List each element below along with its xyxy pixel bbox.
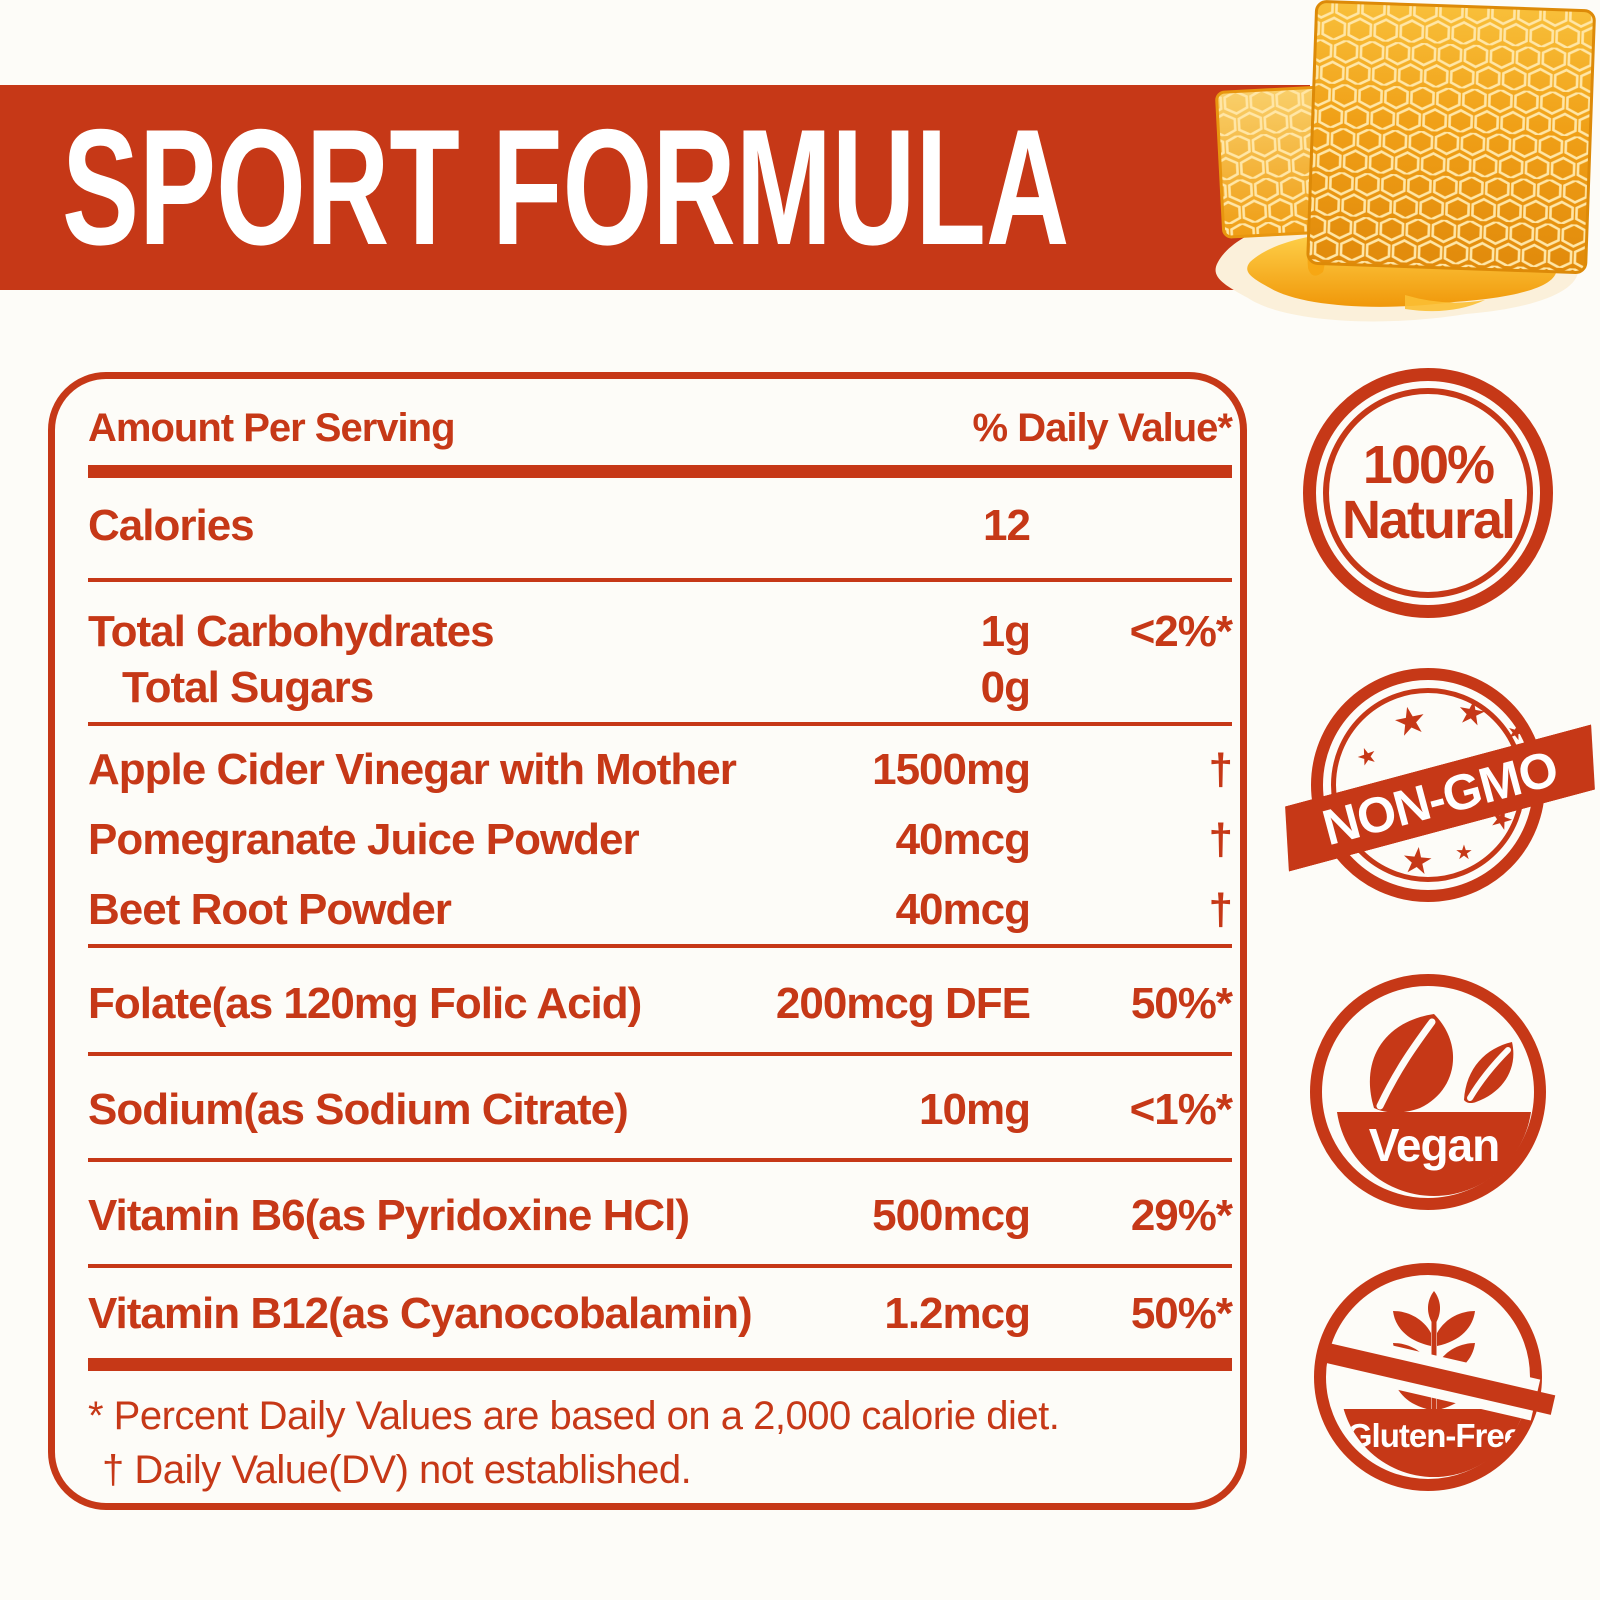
badge-natural-line1: 100% bbox=[1362, 434, 1495, 495]
badge-vegan-label: Vegan bbox=[1368, 1119, 1501, 1171]
star-icon: ★ bbox=[1455, 840, 1473, 864]
divider-thin bbox=[88, 1052, 1232, 1056]
badge-gluten-band bbox=[1340, 1409, 1528, 1477]
table-row-apple-cider-vinegar: Apple Cider Vinegar with Mother 1500mg † bbox=[88, 745, 1233, 794]
footnote-daily-values: * Percent Daily Values are based on a 2,… bbox=[88, 1393, 1060, 1438]
table-row-sugars: Total Sugars 0g bbox=[122, 663, 1031, 712]
amount-per-serving-label: Amount Per Serving bbox=[88, 405, 456, 450]
badge-vegan: Vegan bbox=[1310, 974, 1546, 1210]
table-row-calories: Calories 12 bbox=[88, 501, 1031, 550]
divider-thin bbox=[88, 578, 1232, 582]
divider-thin bbox=[88, 1264, 1232, 1268]
badge-gluten-free-label: Gluten-Free bbox=[1346, 1417, 1522, 1454]
star-icon: ★ bbox=[1504, 717, 1528, 747]
table-row-pomegranate: Pomegranate Juice Powder 40mcg † bbox=[88, 815, 1233, 864]
badge-vegan-band bbox=[1336, 1112, 1532, 1196]
table-row-vitamin-b6: Vitamin B6(as Pyridoxine HCl) 500mcg 29%… bbox=[88, 1191, 1233, 1240]
supplement-facts-panel: Amount Per Serving % Daily Value* Calori… bbox=[48, 372, 1247, 1510]
badge-vegan-inner: Vegan bbox=[1336, 1000, 1532, 1196]
star-icon: ★ bbox=[1453, 690, 1490, 735]
honeycomb-image bbox=[1215, 0, 1596, 322]
divider-thin bbox=[88, 1158, 1232, 1162]
divider-thick bbox=[88, 465, 1232, 478]
badge-inner-ring bbox=[1323, 388, 1533, 598]
divider-thin bbox=[88, 722, 1232, 726]
table-row-vitamin-b12: Vitamin B12(as Cyanocobalamin) 1.2mcg 50… bbox=[88, 1289, 1233, 1338]
badge-gluten-free: Gluten-Free bbox=[1314, 1263, 1556, 1491]
table-row-beet-root: Beet Root Powder 40mcg † bbox=[88, 885, 1233, 934]
badge-natural-line2: Natural bbox=[1341, 490, 1516, 550]
badge-non-gmo: ★ ★ ★ ★ ★ ★ ★ NON-GMO bbox=[1311, 668, 1545, 902]
table-row-sodium: Sodium(as Sodium Citrate) 10mg <1%* bbox=[88, 1085, 1233, 1134]
facts-header-row: Amount Per Serving % Daily Value* bbox=[88, 401, 1233, 455]
badge-natural-text: 100% Natural bbox=[1341, 434, 1516, 550]
divider-thin bbox=[88, 944, 1232, 948]
title-banner: SPORT FORMULA bbox=[0, 85, 1310, 290]
page-title: SPORT FORMULA bbox=[62, 95, 1070, 279]
badge-100-natural: 100% Natural bbox=[1303, 368, 1553, 618]
divider-thick bbox=[88, 1358, 1232, 1371]
daily-value-label: % Daily Value* bbox=[972, 405, 1233, 450]
star-icon: ★ bbox=[1398, 839, 1436, 884]
table-row-carbohydrates: Total Carbohydrates 1g <2%* bbox=[88, 607, 1233, 656]
supplement-facts-content: Amount Per Serving % Daily Value* Calori… bbox=[55, 379, 1240, 1503]
leaves-icon bbox=[1369, 1014, 1514, 1113]
footnote-dv-not-established: † Daily Value(DV) not established. bbox=[102, 1447, 692, 1492]
table-row-folate: Folate(as 120mg Folic Acid) 200mcg DFE 5… bbox=[88, 979, 1233, 1028]
